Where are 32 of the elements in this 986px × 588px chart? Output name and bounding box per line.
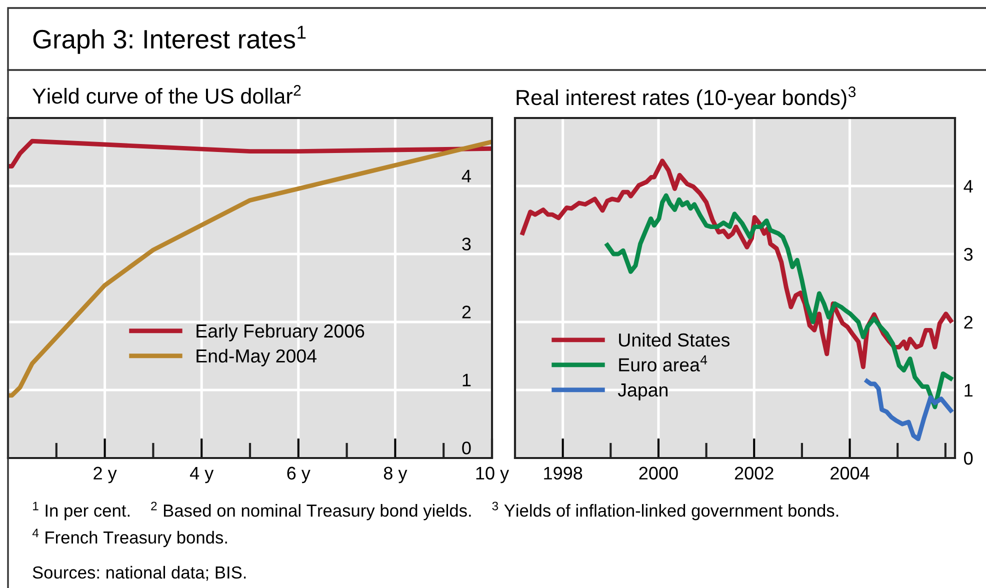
text: $^{1}$ In per cent. [33,502,130,520]
legend-label: Euro area$^{4}$ [619,355,708,372]
x-tick-label: 4 y [190,466,214,484]
x-tick-label: 2004 [830,466,870,480]
legend-label: Early February 2006 [196,324,364,342]
legend-label: United States [619,332,730,347]
legend-label: End-May 2004 [196,348,317,366]
x-tick-label: 2000 [639,466,678,480]
y-tick-label: 2 [964,316,972,329]
y-tick-label: 4 [964,180,973,193]
source-note: Sources: national data; BIS. [32,566,246,581]
y-tick-label: 1 [964,384,972,397]
x-tick-label: 2 y [94,466,117,484]
y-tick-label: 0 [462,442,471,454]
text: $^{2}$ Based on nominal Treasury bond yields. [151,502,471,520]
x-tick-label: 1998 [544,466,582,480]
text: $^{3}$ Yields of inflation-linked government bonds. [492,502,838,520]
y-tick-label: 2 [462,306,471,318]
y-tick-label: 1 [462,374,471,386]
y-tick-label: 0 [964,452,973,465]
y-tick-label: 3 [964,248,973,261]
legend-label: Japan [618,384,668,400]
chart-subtitle: Yield curve of the US dollar$^{2}$ [32,85,301,104]
text: $^{4}$ French Treasury bonds. [32,528,227,548]
x-tick-label: 2002 [734,466,774,480]
chart-title: Graph 3: Interest rates$^{1}$ [33,26,306,54]
y-tick-label: 4 [462,170,471,182]
x-tick-label: 6 y [287,466,310,484]
chart-subtitle: Real interest rates (10-year bonds)$^{3}$ [516,86,856,110]
y-tick-label: 3 [462,238,471,250]
x-tick-label: 10 y [476,466,510,484]
x-tick-label: 8 y [384,466,408,484]
